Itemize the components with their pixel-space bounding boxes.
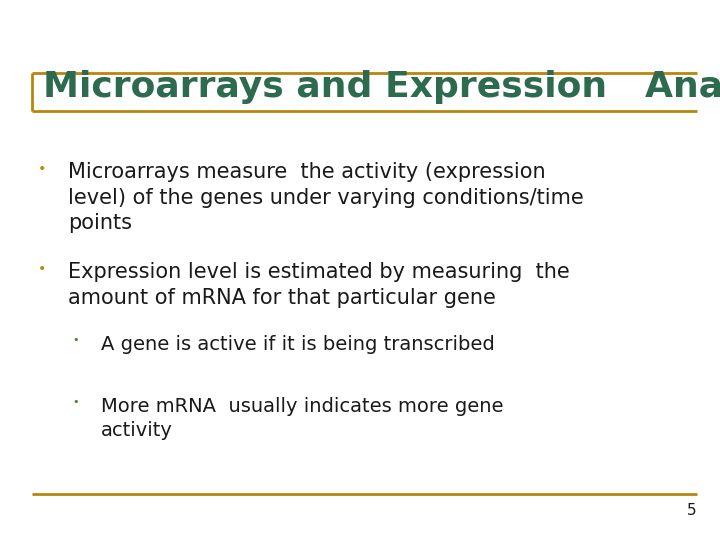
Text: •: • [72, 397, 79, 407]
Text: Microarrays and Expression   Analysis: Microarrays and Expression Analysis [43, 70, 720, 104]
Text: •: • [37, 162, 46, 176]
Text: 5: 5 [688, 503, 697, 518]
Text: •: • [72, 335, 79, 345]
Text: More mRNA  usually indicates more gene
activity: More mRNA usually indicates more gene ac… [101, 397, 503, 440]
Text: •: • [37, 262, 46, 276]
Text: Microarrays measure  the activity (expression
level) of the genes under varying : Microarrays measure the activity (expres… [68, 162, 584, 233]
Text: Expression level is estimated by measuring  the
amount of mRNA for that particul: Expression level is estimated by measuri… [68, 262, 570, 307]
Text: A gene is active if it is being transcribed: A gene is active if it is being transcri… [101, 335, 495, 354]
